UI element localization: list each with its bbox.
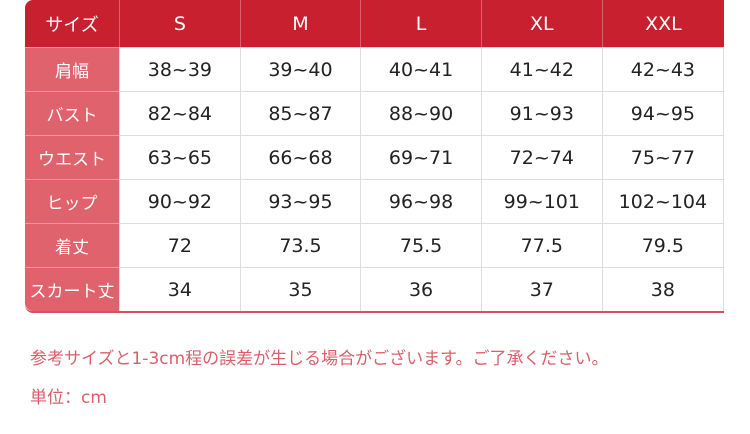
table-row: 着丈 72 73.5 75.5 77.5 79.5 [25,223,724,267]
table-cell: 72 [119,223,240,267]
table-cell: 102~104 [601,179,724,223]
table-cell: 40~41 [360,47,481,91]
table-cell: 34 [119,267,240,311]
size-header-m: M [239,0,361,47]
size-header-l: L [360,0,481,47]
unit-text: 単位：cm [30,388,107,408]
row-label: ヒップ [25,179,120,223]
table-cell: 35 [239,267,361,311]
table-cell: 94~95 [601,91,724,135]
table-row: ヒップ 90~92 93~95 96~98 99~101 102~104 [25,179,724,223]
table-cell: 85~87 [239,91,361,135]
size-header-xxl: XXL [601,0,724,47]
table-cell: 63~65 [119,135,240,179]
table-row: スカート丈 34 35 36 37 38 [25,267,724,311]
table-cell: 79.5 [601,223,724,267]
table-cell: 75.5 [360,223,481,267]
table-cell: 90~92 [119,179,240,223]
table-cell: 66~68 [239,135,361,179]
table-row: バスト 82~84 85~87 88~90 91~93 94~95 [25,91,724,135]
table-cell: 36 [360,267,481,311]
table-row: 肩幅 38~39 39~40 40~41 41~42 42~43 [25,47,724,91]
table-row: ウエスト 63~65 66~68 69~71 72~74 75~77 [25,135,724,179]
table-cell: 96~98 [360,179,481,223]
table-cell: 93~95 [239,179,361,223]
corner-header: サイズ [25,0,120,47]
disclaimer-text: 参考サイズと1-3cm程の誤差が生じる場合がございます。ご了承ください。 [30,349,609,369]
table-cell: 99~101 [480,179,602,223]
size-chart-table: サイズ S M L XL XXL 肩幅 38~39 39~40 40~41 41~42 4… [25,0,724,313]
row-label: スカート丈 [25,267,120,311]
table-cell: 82~84 [119,91,240,135]
row-label: バスト [25,91,120,135]
header-row: サイズ S M L XL XXL [25,0,724,47]
table-cell: 42~43 [601,47,724,91]
table-cell: 75~77 [601,135,724,179]
table-cell: 37 [480,267,602,311]
table-cell: 91~93 [480,91,602,135]
size-header-xl: XL [480,0,602,47]
table-cell: 88~90 [360,91,481,135]
table-cell: 41~42 [480,47,602,91]
table-cell: 72~74 [480,135,602,179]
row-label: ウエスト [25,135,120,179]
table-cell: 38 [601,267,724,311]
row-label: 肩幅 [25,47,120,91]
size-header-s: S [119,0,240,47]
table-cell: 38~39 [119,47,240,91]
table-cell: 69~71 [360,135,481,179]
table-cell: 39~40 [239,47,361,91]
table-cell: 73.5 [239,223,361,267]
table-cell: 77.5 [480,223,602,267]
row-label: 着丈 [25,223,120,267]
